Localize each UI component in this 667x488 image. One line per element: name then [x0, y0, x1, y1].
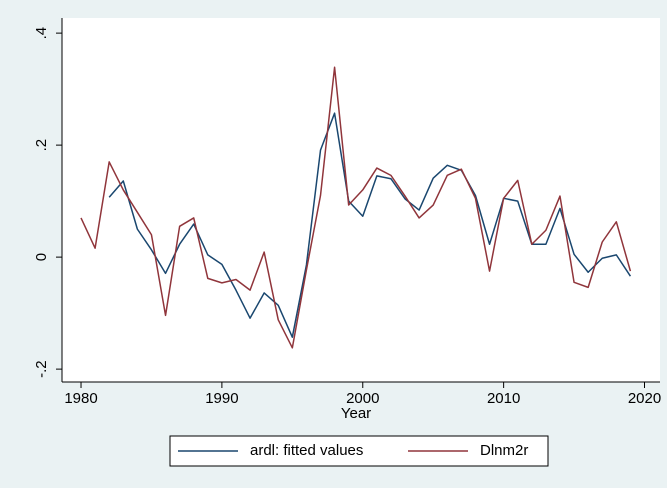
x-tick-label: 2020 — [628, 390, 661, 407]
x-tick-label: 1980 — [64, 390, 97, 407]
y-tick-label: -.2 — [33, 360, 50, 378]
legend-label: ardl: fitted values — [250, 442, 363, 459]
x-tick-label: 2000 — [346, 390, 379, 407]
series-line — [80, 66, 632, 349]
x-tick-label: 2010 — [487, 390, 520, 407]
y-tick-label: 0 — [33, 253, 50, 261]
y-tick-label: .4 — [33, 27, 50, 40]
legend-label: Dlnm2r — [480, 442, 528, 459]
x-axis-title: Year — [341, 405, 371, 422]
x-tick-label: 1990 — [205, 390, 238, 407]
plot-area — [62, 18, 660, 382]
y-tick-label: .2 — [33, 139, 50, 152]
